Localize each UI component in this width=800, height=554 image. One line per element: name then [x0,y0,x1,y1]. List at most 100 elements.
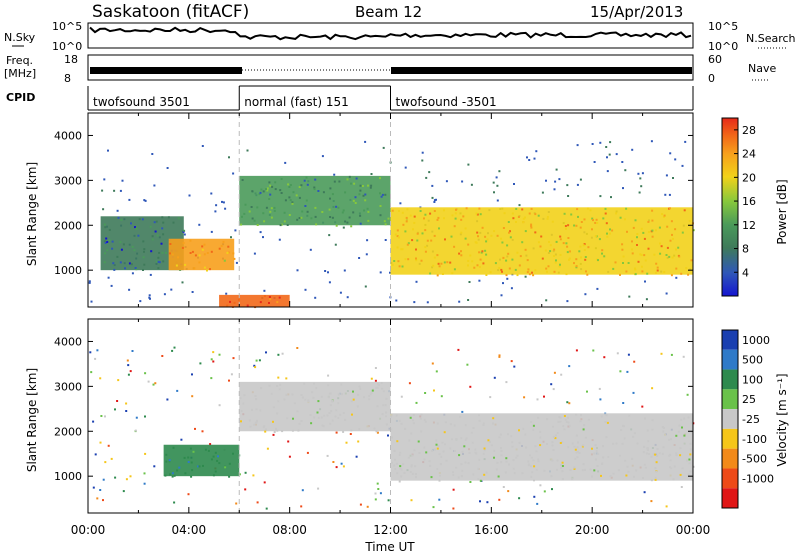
scatter-point [576,183,579,186]
scatter-point [560,373,563,376]
echo-point [239,397,242,400]
scatter-point [296,269,299,272]
echo-point [477,467,480,470]
echo-point [492,422,494,425]
echo-point [567,421,570,424]
echo-point [357,393,360,396]
echo-point [453,245,456,248]
scatter-point [603,356,606,359]
echo-point [606,232,608,235]
echo-point [591,447,593,450]
echo-point [601,462,604,465]
noise-panel-frame [87,22,694,49]
echo-point [212,474,215,477]
echo-point [356,405,359,408]
echo-point [301,396,304,399]
echo-point [151,235,154,238]
echo-point [636,233,639,235]
echo-point [451,272,454,275]
echo-point [280,192,283,194]
echo-point [351,413,353,416]
echo-point [586,273,589,276]
echo-point [564,227,567,230]
scatter-point [645,298,648,301]
scatter-point [539,484,542,487]
echo-point [244,203,247,206]
echo-point [453,225,456,228]
echo-point [367,210,370,213]
scatter-point [191,395,194,398]
echo-point [226,304,229,307]
echo-point [286,224,289,226]
echo-point [331,193,334,196]
scatter-point [510,360,513,363]
echo-point [580,221,583,223]
echo-point [460,250,462,253]
echo-point [430,476,433,479]
echo-point [108,239,111,242]
echo-point [550,475,553,478]
echo-point [295,194,298,197]
scatter-point [533,495,536,498]
scatter-point [387,499,390,502]
scatter-point [100,415,103,417]
y-tick-label: 1000 [54,470,82,483]
scatter-point [265,507,268,510]
echo-point [149,225,152,228]
echo-point [193,267,196,270]
scatter-point [127,373,130,376]
echo-point [515,221,517,223]
echo-point [477,478,480,481]
echo-point [623,218,626,221]
scatter-point [244,471,247,474]
scatter-point [675,276,678,279]
echo-point [269,298,272,301]
echo-point [603,255,606,258]
echo-point [398,209,400,212]
echo-point [563,428,566,431]
echo-point [407,456,410,459]
echo-point [575,224,578,227]
scatter-point [232,357,235,360]
echo-point [575,266,578,269]
echo-point [438,479,441,482]
scatter-point [90,300,93,303]
echo-point [141,218,144,221]
echo-point [266,189,269,192]
scatter-point [387,434,389,437]
echo-point [407,242,410,245]
echo-point [298,217,301,219]
echo-point [265,188,267,191]
echo-point [260,387,263,390]
echo-point [350,429,353,432]
echo-point [507,433,509,436]
echo-point [530,223,533,226]
echo-point [475,241,478,244]
echo-point [654,467,657,470]
echo-point [306,183,309,186]
echo-point [691,430,693,433]
echo-point [214,470,217,473]
echo-point [589,209,592,212]
echo-point [634,273,637,276]
colorbar-block [722,428,738,449]
echo-point [331,419,334,422]
echo-point [173,474,176,477]
x-tick-label: 08:00 [272,523,307,537]
echo-point [268,296,271,298]
echo-point [191,469,194,472]
echo-point [103,261,106,264]
echo-point [223,259,226,262]
echo-point [359,184,362,187]
scatter-point [125,478,128,481]
echo-point [113,268,116,271]
echo-point [579,226,582,229]
echo-point [663,214,666,217]
echo-point [658,452,661,455]
scatter-point [121,179,124,182]
echo-point [568,250,571,253]
echo-point [510,435,513,438]
scatter-point [579,178,582,181]
echo-point [636,442,639,445]
echo-point [313,186,316,189]
